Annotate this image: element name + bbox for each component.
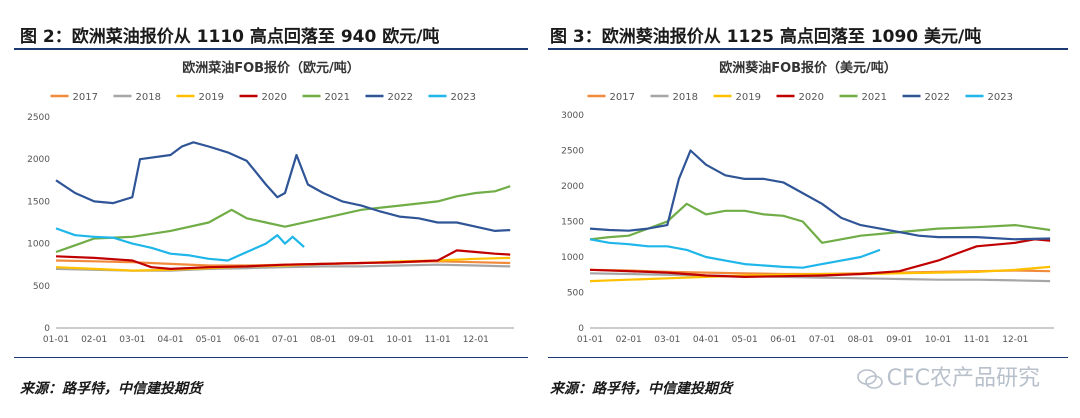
- series-line-2022: [55, 141, 511, 232]
- legend-item-2023: 2023: [428, 92, 476, 103]
- legend-item-2017: 2017: [587, 92, 635, 103]
- x-tick-label-10-01: 10-01: [386, 335, 412, 345]
- legend-label-2021: 2021: [862, 92, 887, 103]
- legend-item-2017: 2017: [50, 92, 98, 103]
- legend-item-2020: 2020: [239, 92, 287, 103]
- y-tick-label-1000: 1000: [561, 253, 584, 263]
- legend-item-2022: 2022: [365, 92, 413, 103]
- x-tick-label-06-01: 06-01: [234, 335, 260, 345]
- series-line-2022: [589, 149, 1051, 241]
- legend-label-2020: 2020: [799, 92, 824, 103]
- right-chart: 欧洲葵油FOB报价（美元/吨） 2017 2018 2019 2020 2021 2022 2…: [561, 60, 1054, 345]
- legend-label-2017: 2017: [73, 92, 98, 103]
- legend-item-2019: 2019: [176, 92, 224, 103]
- x-tick-label-12-01: 12-01: [1002, 335, 1028, 345]
- y-tick-label-500: 500: [33, 282, 50, 292]
- legend-label-2022: 2022: [925, 92, 950, 103]
- y-tick-label-2000: 2000: [27, 155, 50, 165]
- y-tick-label-3000: 3000: [561, 111, 584, 121]
- x-tick-label-03-01: 03-01: [119, 335, 145, 345]
- legend-label-2023: 2023: [451, 92, 476, 103]
- series-line-2023: [589, 238, 881, 269]
- right-source: 来源：路孚特，中信建投期货: [550, 381, 732, 397]
- x-tick-label-09-01: 09-01: [348, 335, 374, 345]
- x-tick-label-06-01: 06-01: [770, 335, 796, 345]
- y-tick-label-2500: 2500: [561, 147, 584, 157]
- y-tick-label-1500: 1500: [561, 218, 584, 228]
- series-line-2020: [589, 238, 1051, 278]
- legend-item-2019: 2019: [713, 92, 761, 103]
- legend-item-2023: 2023: [965, 92, 1013, 103]
- x-tick-label-11-01: 11-01: [964, 335, 990, 345]
- legend-label-2019: 2019: [199, 92, 224, 103]
- left-figure-title: 图 2：欧洲菜油报价从 1110 高点回落至 940 欧元/吨: [20, 27, 440, 47]
- left-chart: 欧洲菜油FOB报价（欧元/吨） 2017 2018 2019 2020 2021 2022 2…: [27, 60, 514, 345]
- x-tick-label-01-01: 01-01: [43, 335, 69, 345]
- right-bottom-rule: [548, 357, 1068, 358]
- x-tick-label-08-01: 08-01: [310, 335, 336, 345]
- x-tick-label-04-01: 04-01: [693, 335, 719, 345]
- left-source: 来源：路孚特，中信建投期货: [20, 381, 202, 397]
- left-title-rule: [14, 48, 528, 50]
- x-tick-label-05-01: 05-01: [732, 335, 758, 345]
- left-bottom-rule: [14, 357, 528, 358]
- y-tick-label-1000: 1000: [27, 240, 50, 250]
- x-tick-label-11-01: 11-01: [425, 335, 451, 345]
- y-tick-label-0: 0: [578, 324, 584, 334]
- legend-item-2022: 2022: [902, 92, 950, 103]
- legend-label-2021: 2021: [325, 92, 350, 103]
- legend-item-2018: 2018: [650, 92, 698, 103]
- legend-label-2019: 2019: [736, 92, 761, 103]
- y-tick-label-0: 0: [44, 324, 50, 334]
- legend-label-2022: 2022: [388, 92, 413, 103]
- chart-0-title: 欧洲菜油FOB报价（欧元/吨）: [182, 60, 360, 76]
- legend-item-2020: 2020: [776, 92, 824, 103]
- y-tick-label-500: 500: [567, 289, 584, 299]
- x-tick-label-09-01: 09-01: [886, 335, 912, 345]
- x-tick-label-02-01: 02-01: [616, 335, 642, 345]
- right-title-rule: [548, 48, 1068, 50]
- series-line-2023: [55, 227, 305, 262]
- chart-1-title: 欧洲葵油FOB报价（美元/吨）: [719, 60, 897, 76]
- watermark: CFC农产品研究: [856, 360, 1040, 392]
- x-tick-label-07-01: 07-01: [272, 335, 298, 345]
- legend-label-2023: 2023: [988, 92, 1013, 103]
- y-tick-label-2500: 2500: [27, 113, 50, 123]
- wechat-icon: [856, 369, 883, 389]
- legend-label-2017: 2017: [610, 92, 635, 103]
- x-tick-label-03-01: 03-01: [654, 335, 680, 345]
- y-tick-label-1500: 1500: [27, 197, 50, 207]
- x-tick-label-07-01: 07-01: [809, 335, 835, 345]
- y-tick-label-2000: 2000: [561, 182, 584, 192]
- watermark-text: CFC农产品研究: [886, 366, 1040, 391]
- right-figure-title: 图 3：欧洲葵油报价从 1125 高点回落至 1090 美元/吨: [550, 27, 982, 47]
- x-tick-label-02-01: 02-01: [81, 335, 107, 345]
- legend-item-2021: 2021: [302, 92, 350, 103]
- legend-label-2018: 2018: [136, 92, 161, 103]
- x-tick-label-08-01: 08-01: [848, 335, 874, 345]
- legend-item-2021: 2021: [839, 92, 887, 103]
- legend-label-2020: 2020: [262, 92, 287, 103]
- series-line-2020: [55, 249, 511, 270]
- legend-label-2018: 2018: [673, 92, 698, 103]
- series-line-2021: [55, 185, 511, 254]
- legend-item-2018: 2018: [113, 92, 161, 103]
- series-line-2018: [589, 272, 1051, 283]
- x-tick-label-12-01: 12-01: [463, 335, 489, 345]
- x-tick-label-01-01: 01-01: [577, 335, 603, 345]
- x-tick-label-04-01: 04-01: [157, 335, 183, 345]
- x-tick-label-05-01: 05-01: [196, 335, 222, 345]
- x-tick-label-10-01: 10-01: [925, 335, 951, 345]
- series-line-2019: [589, 265, 1051, 283]
